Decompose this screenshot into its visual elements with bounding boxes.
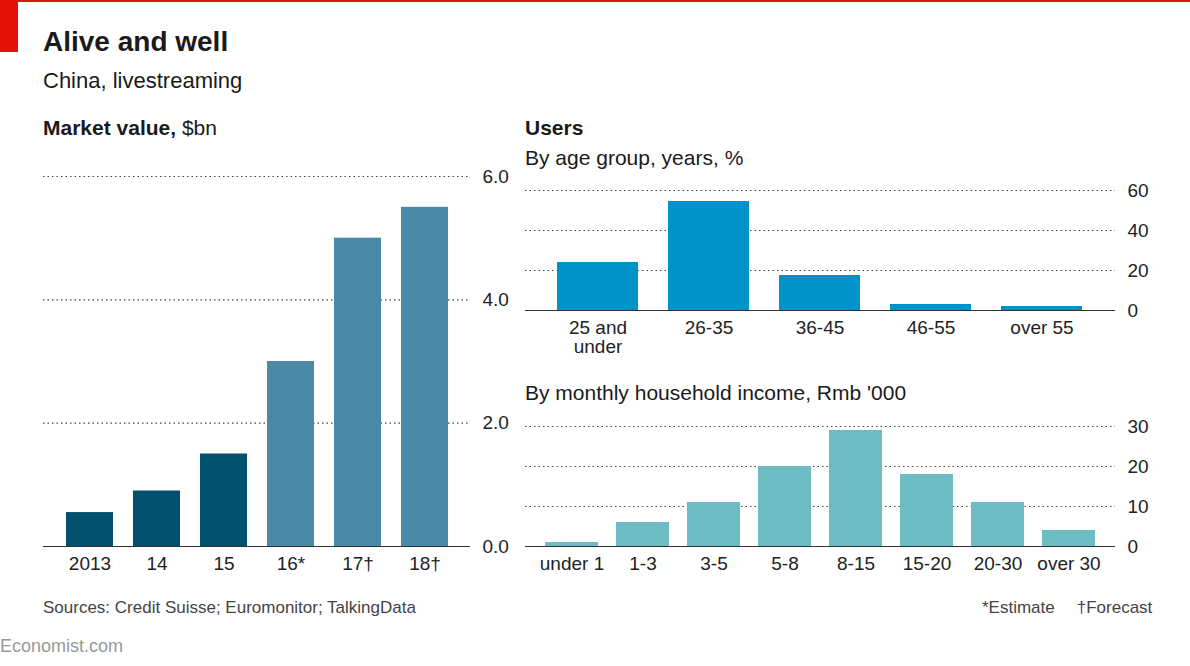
svg-text:30: 30 <box>1128 416 1149 437</box>
svg-text:6.0: 6.0 <box>483 166 509 187</box>
svg-text:4.0: 4.0 <box>483 289 509 310</box>
svg-text:2.0: 2.0 <box>483 412 509 433</box>
svg-text:0.0: 0.0 <box>483 536 509 557</box>
svg-text:15: 15 <box>213 553 234 574</box>
html-text:Economist.com: Economist.com <box>0 636 123 656</box>
html-text:*Estimate: *Estimate <box>982 598 1055 617</box>
html-text:Sources: Credit Suisse; Euromo: Sources: Credit Suisse; Euromonitor; Tal… <box>43 598 416 617</box>
svg-text:16*: 16* <box>277 553 306 574</box>
svg-text:over 55: over 55 <box>1010 317 1073 338</box>
svg-text:17†: 17† <box>342 553 374 574</box>
html-text:Market value, $bn: Market value, $bn <box>43 116 217 139</box>
svg-text:15-20: 15-20 <box>903 553 952 574</box>
svg-text:18†: 18† <box>409 553 441 574</box>
html-text:Alive and well: Alive and well <box>43 26 229 57</box>
html-text:By monthly household income, R: By monthly household income, Rmb '000 <box>525 381 907 404</box>
svg-text:0: 0 <box>1128 300 1139 321</box>
html-text:†Forecast: †Forecast <box>1076 598 1153 617</box>
svg-text:5-8: 5-8 <box>771 553 798 574</box>
svg-text:60: 60 <box>1128 180 1149 201</box>
svg-text:25 andunder: 25 andunder <box>569 317 627 357</box>
svg-text:3-5: 3-5 <box>700 553 727 574</box>
svg-text:14: 14 <box>146 553 168 574</box>
svg-text:26-35: 26-35 <box>685 317 734 338</box>
html-text:Users: Users <box>525 116 584 139</box>
svg-text:20: 20 <box>1128 260 1149 281</box>
svg-text:2013: 2013 <box>69 553 111 574</box>
svg-text:46-55: 46-55 <box>907 317 956 338</box>
html-text:By age group, years, %: By age group, years, % <box>525 146 744 169</box>
svg-text:0: 0 <box>1128 536 1139 557</box>
svg-text:40: 40 <box>1128 220 1149 241</box>
svg-text:36-45: 36-45 <box>796 317 845 338</box>
svg-text:1-3: 1-3 <box>629 553 656 574</box>
svg-text:20: 20 <box>1128 456 1149 477</box>
svg-text:over 30: over 30 <box>1037 553 1100 574</box>
svg-text:20-30: 20-30 <box>974 553 1023 574</box>
svg-text:8-15: 8-15 <box>837 553 875 574</box>
html-text:China, livestreaming: China, livestreaming <box>43 68 243 93</box>
svg-text:under 1: under 1 <box>540 553 604 574</box>
svg-text:10: 10 <box>1128 496 1149 517</box>
